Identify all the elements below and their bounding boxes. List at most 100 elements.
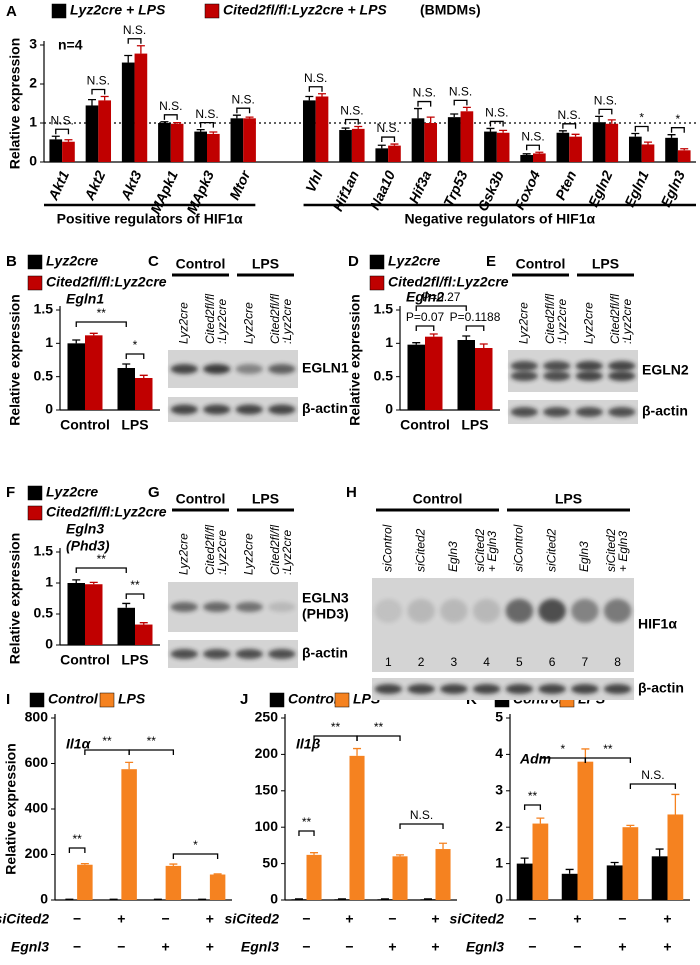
significance-bracket	[313, 735, 358, 741]
blot-band	[235, 649, 263, 659]
row-label: Egnl3	[241, 939, 279, 955]
blot-band	[571, 598, 599, 623]
bar	[605, 123, 619, 162]
legend-swatch	[369, 275, 385, 291]
error-bar	[462, 335, 471, 340]
significance-label: *	[676, 112, 681, 126]
panel-letter: B	[6, 253, 17, 270]
lane-label: :Lyz2cre	[280, 530, 294, 575]
legend-swatch	[27, 254, 43, 270]
bar	[334, 899, 350, 900]
significance-bracket	[127, 38, 142, 44]
y-tick-label: 0	[29, 153, 37, 169]
lane-label: Cited2fl/fl	[543, 294, 557, 344]
significance-bracket	[562, 123, 577, 129]
error-bar	[136, 45, 145, 54]
y-axis-label: Relative expression	[347, 294, 363, 426]
legend-swatch	[204, 3, 220, 19]
row-value: −	[162, 911, 170, 927]
y-tick-label: 0	[40, 891, 48, 907]
error-bar	[51, 135, 60, 140]
significance-label: N.S.	[159, 99, 182, 113]
blot-band	[608, 371, 636, 381]
lane-label: Lyz2cre	[176, 533, 190, 575]
bar	[388, 145, 401, 162]
significance-label: *	[133, 338, 138, 352]
bar	[85, 584, 103, 645]
blot-band	[575, 407, 603, 417]
error-bar	[377, 144, 386, 149]
x-tick-label: Control	[60, 652, 110, 668]
legend-swatch	[269, 692, 285, 708]
group-label: Positive regulators of HIF1α	[57, 211, 243, 227]
legend-label: Cited2fl/fl:Lyz2cre	[46, 504, 167, 520]
gene-label: Egln3	[66, 521, 104, 537]
significance-label: **	[528, 789, 538, 803]
error-bar	[318, 93, 327, 97]
row-value: +	[117, 911, 125, 927]
bar	[496, 132, 510, 162]
row-value: −	[573, 939, 581, 955]
significance-bracket	[172, 853, 219, 859]
error-bar	[341, 127, 350, 131]
error-bar	[644, 141, 653, 145]
significance-bracket	[526, 144, 540, 151]
significance-label: P=0.07	[406, 310, 445, 324]
significance-bracket	[381, 136, 396, 143]
bar	[165, 865, 182, 900]
lane-number: 2	[418, 655, 425, 669]
group-header: Control	[176, 491, 226, 507]
gene-label: Il1β	[296, 736, 321, 752]
error-bar	[245, 116, 254, 119]
significance-label: **	[331, 720, 341, 734]
band-label: β-actin	[302, 400, 348, 416]
row-label: siCited2	[225, 911, 280, 927]
significance-label: N.S.	[304, 71, 327, 85]
blot-band	[571, 684, 599, 694]
lane-label: :Lyz2cre	[215, 299, 229, 344]
significance-bracket	[128, 749, 175, 755]
x-tick-label: Hif3a	[405, 168, 434, 206]
significance-label: N.S.	[195, 107, 218, 121]
significance-bracket	[489, 120, 504, 127]
bar	[665, 137, 678, 162]
blot-band	[510, 361, 538, 371]
blot-band	[235, 364, 263, 374]
note: n=4	[58, 37, 83, 53]
blot-band	[170, 364, 198, 374]
bar	[67, 583, 85, 645]
blot-strip	[372, 678, 634, 700]
group-header: LPS	[252, 491, 279, 507]
significance-bracket	[75, 567, 127, 573]
blot-band	[575, 361, 603, 371]
significance-label: **	[302, 815, 312, 829]
error-bar	[671, 793, 680, 815]
x-tick-label: LPS	[461, 417, 488, 433]
panel-letter: E	[486, 253, 496, 270]
blot-band	[603, 598, 632, 623]
y-tick-label: 1	[385, 334, 393, 350]
significance-label: N.S.	[641, 768, 664, 782]
y-tick-label: 800	[25, 709, 49, 725]
significance-bracket	[399, 823, 444, 829]
legend-swatch	[51, 3, 67, 19]
significance-label: *	[561, 742, 566, 756]
lane-label: siCited2	[604, 528, 618, 572]
significance-label: N.S.	[123, 23, 146, 37]
y-tick-label: 1.5	[374, 301, 394, 317]
group-header: LPS	[592, 256, 619, 272]
bar	[516, 863, 533, 900]
significance-bracket	[308, 86, 323, 92]
legend-label: Cited2fl/fl:Lyz2cre	[388, 274, 509, 290]
bar	[315, 96, 329, 162]
legend-label: LPS	[118, 691, 146, 707]
y-tick-label: 1	[495, 854, 503, 870]
x-tick-label: Vhl	[302, 167, 326, 195]
row-value: +	[388, 939, 396, 955]
band-label: β-actin	[642, 403, 688, 419]
significance-bracket	[200, 121, 214, 128]
bar	[447, 117, 461, 162]
significance-bracket	[417, 100, 432, 107]
bar	[121, 62, 135, 162]
